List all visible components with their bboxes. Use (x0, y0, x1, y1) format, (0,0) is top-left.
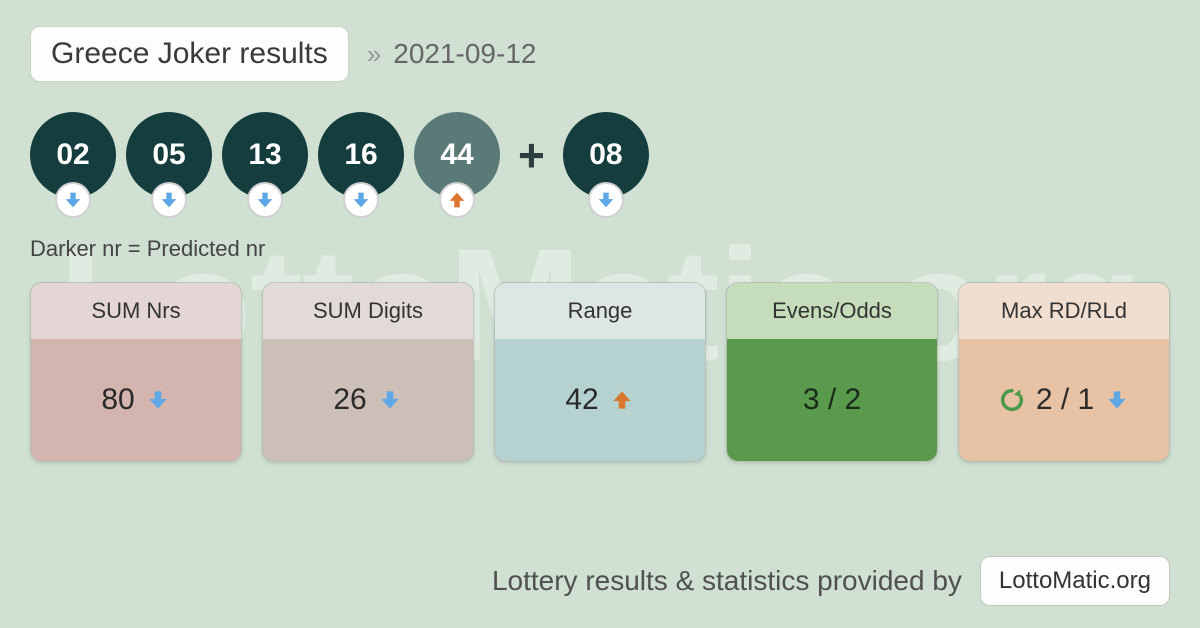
number-ball: 44 (414, 112, 500, 218)
legend-text: Darker nr = Predicted nr (30, 236, 1170, 262)
stat-label: SUM Digits (263, 283, 473, 339)
stat-card: SUM Nrs 80 (30, 282, 242, 462)
stat-card: SUM Digits 26 (262, 282, 474, 462)
arrow-down-icon (254, 189, 276, 211)
bonus-ball: 08 (563, 112, 649, 218)
chevron-icon: » (367, 39, 375, 70)
number-ball: 16 (318, 112, 404, 218)
trend-badge (588, 182, 624, 218)
balls-row: 02 05 13 16 44 (30, 112, 1170, 218)
stat-value: 26 (263, 339, 473, 461)
footer: Lottery results & statistics provided by… (492, 556, 1170, 606)
arrow-down-icon (350, 189, 372, 211)
stat-value: 2 / 1 (959, 339, 1169, 461)
number-ball: 02 (30, 112, 116, 218)
draw-date: 2021-09-12 (393, 38, 536, 70)
stat-value: 80 (31, 339, 241, 461)
stat-value-text: 42 (565, 383, 598, 417)
stat-value-text: 26 (333, 383, 366, 417)
arrow-down-icon (1104, 387, 1130, 413)
header-row: Greece Joker results » 2021-09-12 (30, 26, 1170, 82)
stat-value-text: 2 / 1 (1036, 383, 1094, 417)
stat-value: 3 / 2 (727, 339, 937, 461)
arrow-down-icon (62, 189, 84, 211)
trend-badge (343, 182, 379, 218)
stat-value-text: 80 (101, 383, 134, 417)
stat-label: SUM Nrs (31, 283, 241, 339)
stat-card: Max RD/RLd 2 / 1 (958, 282, 1170, 462)
stat-card: Range 42 (494, 282, 706, 462)
trend-badge (55, 182, 91, 218)
plus-separator: + (518, 128, 545, 182)
footer-brand[interactable]: LottoMatic.org (980, 556, 1170, 606)
stats-row: SUM Nrs 80 SUM Digits 26 Range 42 Evens/… (30, 282, 1170, 462)
trend-badge (439, 182, 475, 218)
trend-badge (151, 182, 187, 218)
arrow-up-icon (446, 189, 468, 211)
arrow-down-icon (377, 387, 403, 413)
arrow-down-icon (158, 189, 180, 211)
stat-card: Evens/Odds 3 / 2 (726, 282, 938, 462)
stat-value-text: 3 / 2 (803, 383, 861, 417)
arrow-down-icon (145, 387, 171, 413)
refresh-icon (998, 386, 1026, 414)
number-ball: 13 (222, 112, 308, 218)
footer-text: Lottery results & statistics provided by (492, 565, 962, 597)
stat-label: Range (495, 283, 705, 339)
stat-value: 42 (495, 339, 705, 461)
title-box: Greece Joker results (30, 26, 349, 82)
stat-label: Evens/Odds (727, 283, 937, 339)
arrow-up-icon (609, 387, 635, 413)
trend-badge (247, 182, 283, 218)
arrow-down-icon (595, 189, 617, 211)
main-content: Greece Joker results » 2021-09-12 02 05 … (0, 0, 1200, 462)
stat-label: Max RD/RLd (959, 283, 1169, 339)
number-ball: 05 (126, 112, 212, 218)
